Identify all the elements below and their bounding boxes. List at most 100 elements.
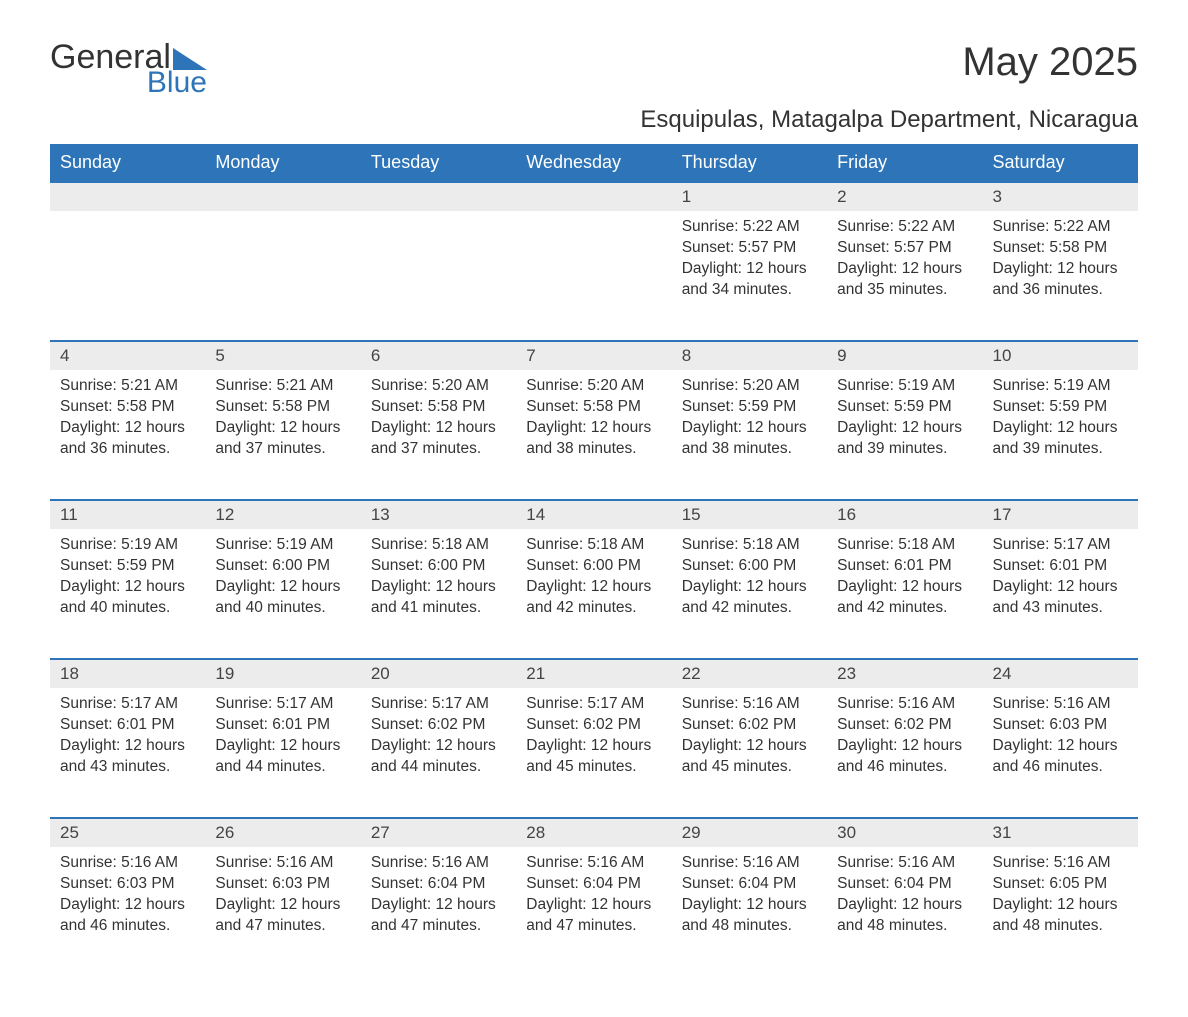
sunset-text: Sunset: 6:03 PM [215, 874, 350, 895]
day-number: 2 [827, 182, 982, 211]
daylight-text: Daylight: 12 hours and 39 minutes. [993, 418, 1128, 460]
day-number: 10 [983, 341, 1138, 370]
day-number: 26 [205, 818, 360, 847]
empty-cell [205, 182, 360, 211]
day-number-row: 25262728293031 [50, 818, 1138, 847]
sunset-text: Sunset: 5:59 PM [682, 397, 817, 418]
daylight-text: Daylight: 12 hours and 42 minutes. [682, 577, 817, 619]
weekday-header: Tuesday [361, 144, 516, 182]
daylight-text: Daylight: 12 hours and 45 minutes. [682, 736, 817, 778]
sunset-text: Sunset: 6:00 PM [682, 556, 817, 577]
daylight-text: Daylight: 12 hours and 48 minutes. [837, 895, 972, 937]
sunrise-text: Sunrise: 5:16 AM [526, 853, 661, 874]
day-detail: Sunrise: 5:20 AMSunset: 5:58 PMDaylight:… [361, 370, 516, 500]
sunrise-text: Sunrise: 5:16 AM [371, 853, 506, 874]
sunset-text: Sunset: 6:00 PM [215, 556, 350, 577]
sunrise-text: Sunrise: 5:17 AM [215, 694, 350, 715]
day-number: 24 [983, 659, 1138, 688]
day-number: 14 [516, 500, 671, 529]
day-detail: Sunrise: 5:21 AMSunset: 5:58 PMDaylight:… [205, 370, 360, 500]
sunset-text: Sunset: 5:58 PM [215, 397, 350, 418]
day-detail: Sunrise: 5:16 AMSunset: 6:04 PMDaylight:… [361, 847, 516, 977]
sunset-text: Sunset: 6:04 PM [371, 874, 506, 895]
day-detail: Sunrise: 5:17 AMSunset: 6:01 PMDaylight:… [205, 688, 360, 818]
weekday-header: Saturday [983, 144, 1138, 182]
sunrise-text: Sunrise: 5:18 AM [526, 535, 661, 556]
sunset-text: Sunset: 5:59 PM [60, 556, 195, 577]
day-number: 9 [827, 341, 982, 370]
sunset-text: Sunset: 5:58 PM [526, 397, 661, 418]
sunrise-text: Sunrise: 5:18 AM [682, 535, 817, 556]
sunrise-text: Sunrise: 5:19 AM [215, 535, 350, 556]
sunrise-text: Sunrise: 5:19 AM [60, 535, 195, 556]
sunrise-text: Sunrise: 5:16 AM [682, 853, 817, 874]
day-number: 28 [516, 818, 671, 847]
sunrise-text: Sunrise: 5:16 AM [60, 853, 195, 874]
empty-cell [50, 211, 205, 341]
daylight-text: Daylight: 12 hours and 43 minutes. [60, 736, 195, 778]
day-detail-row: Sunrise: 5:16 AMSunset: 6:03 PMDaylight:… [50, 847, 1138, 977]
day-detail: Sunrise: 5:19 AMSunset: 5:59 PMDaylight:… [50, 529, 205, 659]
day-number: 21 [516, 659, 671, 688]
weekday-header: Monday [205, 144, 360, 182]
day-detail: Sunrise: 5:18 AMSunset: 6:00 PMDaylight:… [361, 529, 516, 659]
sunrise-text: Sunrise: 5:17 AM [993, 535, 1128, 556]
sunrise-text: Sunrise: 5:22 AM [682, 217, 817, 238]
daylight-text: Daylight: 12 hours and 36 minutes. [993, 259, 1128, 301]
sunrise-text: Sunrise: 5:20 AM [526, 376, 661, 397]
daylight-text: Daylight: 12 hours and 43 minutes. [993, 577, 1128, 619]
day-number: 8 [672, 341, 827, 370]
weekday-header: Thursday [672, 144, 827, 182]
daylight-text: Daylight: 12 hours and 40 minutes. [60, 577, 195, 619]
day-number: 13 [361, 500, 516, 529]
day-detail: Sunrise: 5:22 AMSunset: 5:57 PMDaylight:… [672, 211, 827, 341]
day-number: 7 [516, 341, 671, 370]
daylight-text: Daylight: 12 hours and 47 minutes. [215, 895, 350, 937]
day-detail: Sunrise: 5:18 AMSunset: 6:00 PMDaylight:… [672, 529, 827, 659]
day-detail: Sunrise: 5:17 AMSunset: 6:02 PMDaylight:… [361, 688, 516, 818]
daylight-text: Daylight: 12 hours and 46 minutes. [993, 736, 1128, 778]
day-number: 1 [672, 182, 827, 211]
sunset-text: Sunset: 6:02 PM [371, 715, 506, 736]
sunrise-text: Sunrise: 5:16 AM [837, 694, 972, 715]
sunset-text: Sunset: 6:04 PM [526, 874, 661, 895]
day-number: 17 [983, 500, 1138, 529]
daylight-text: Daylight: 12 hours and 46 minutes. [837, 736, 972, 778]
sunset-text: Sunset: 6:01 PM [60, 715, 195, 736]
day-detail: Sunrise: 5:17 AMSunset: 6:02 PMDaylight:… [516, 688, 671, 818]
sunset-text: Sunset: 6:02 PM [837, 715, 972, 736]
sunrise-text: Sunrise: 5:16 AM [682, 694, 817, 715]
daylight-text: Daylight: 12 hours and 42 minutes. [526, 577, 661, 619]
daylight-text: Daylight: 12 hours and 44 minutes. [215, 736, 350, 778]
day-number: 25 [50, 818, 205, 847]
day-detail: Sunrise: 5:16 AMSunset: 6:04 PMDaylight:… [827, 847, 982, 977]
sunrise-text: Sunrise: 5:18 AM [837, 535, 972, 556]
sunset-text: Sunset: 6:00 PM [526, 556, 661, 577]
day-detail: Sunrise: 5:21 AMSunset: 5:58 PMDaylight:… [50, 370, 205, 500]
day-number: 18 [50, 659, 205, 688]
empty-cell [361, 182, 516, 211]
day-number: 15 [672, 500, 827, 529]
sunset-text: Sunset: 6:02 PM [682, 715, 817, 736]
sunset-text: Sunset: 6:01 PM [215, 715, 350, 736]
day-number-row: 18192021222324 [50, 659, 1138, 688]
sunrise-text: Sunrise: 5:16 AM [993, 694, 1128, 715]
empty-cell [516, 182, 671, 211]
day-number-row: 45678910 [50, 341, 1138, 370]
sunset-text: Sunset: 5:59 PM [837, 397, 972, 418]
sunrise-text: Sunrise: 5:19 AM [993, 376, 1128, 397]
daylight-text: Daylight: 12 hours and 44 minutes. [371, 736, 506, 778]
sunrise-text: Sunrise: 5:19 AM [837, 376, 972, 397]
empty-cell [516, 211, 671, 341]
sunrise-text: Sunrise: 5:17 AM [526, 694, 661, 715]
daylight-text: Daylight: 12 hours and 47 minutes. [371, 895, 506, 937]
sunset-text: Sunset: 6:01 PM [993, 556, 1128, 577]
day-number: 5 [205, 341, 360, 370]
daylight-text: Daylight: 12 hours and 48 minutes. [993, 895, 1128, 937]
day-detail: Sunrise: 5:19 AMSunset: 5:59 PMDaylight:… [983, 370, 1138, 500]
day-detail-row: Sunrise: 5:17 AMSunset: 6:01 PMDaylight:… [50, 688, 1138, 818]
daylight-text: Daylight: 12 hours and 46 minutes. [60, 895, 195, 937]
empty-cell [361, 211, 516, 341]
sunset-text: Sunset: 5:57 PM [682, 238, 817, 259]
day-detail-row: Sunrise: 5:19 AMSunset: 5:59 PMDaylight:… [50, 529, 1138, 659]
